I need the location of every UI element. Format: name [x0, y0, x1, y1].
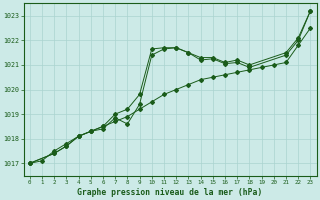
- X-axis label: Graphe pression niveau de la mer (hPa): Graphe pression niveau de la mer (hPa): [77, 188, 263, 197]
